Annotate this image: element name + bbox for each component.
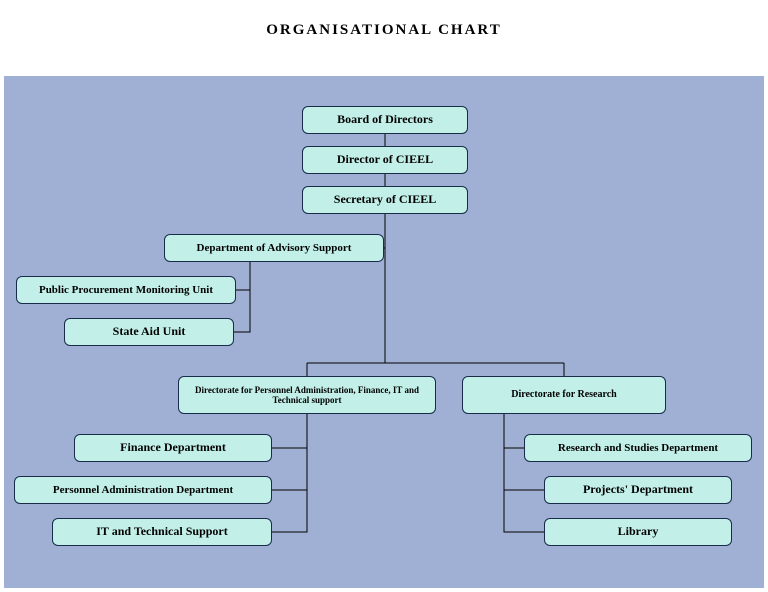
chart-title: ORGANISATIONAL CHART xyxy=(0,22,768,39)
org-node-it: IT and Technical Support xyxy=(52,518,272,546)
org-node-projects: Projects' Department xyxy=(544,476,732,504)
org-node-ppmu: Public Procurement Monitoring Unit xyxy=(16,276,236,304)
org-node-finance: Finance Department xyxy=(74,434,272,462)
org-chart-canvas: Board of Directors Director of CIEEL Secre… xyxy=(4,76,764,588)
org-node-board: Board of Directors xyxy=(302,106,468,134)
org-node-dir_res: Directorate for Research xyxy=(462,376,666,414)
org-node-advisory: Department of Advisory Support xyxy=(164,234,384,262)
org-node-director: Director of CIEEL xyxy=(302,146,468,174)
org-node-secretary: Secretary of CIEEL xyxy=(302,186,468,214)
org-node-library: Library xyxy=(544,518,732,546)
org-node-research: Research and Studies Department xyxy=(524,434,752,462)
org-node-dir_pers: Directorate for Personnel Administration… xyxy=(178,376,436,414)
org-node-stateaid: State Aid Unit xyxy=(64,318,234,346)
org-node-personnel: Personnel Administration Department xyxy=(14,476,272,504)
